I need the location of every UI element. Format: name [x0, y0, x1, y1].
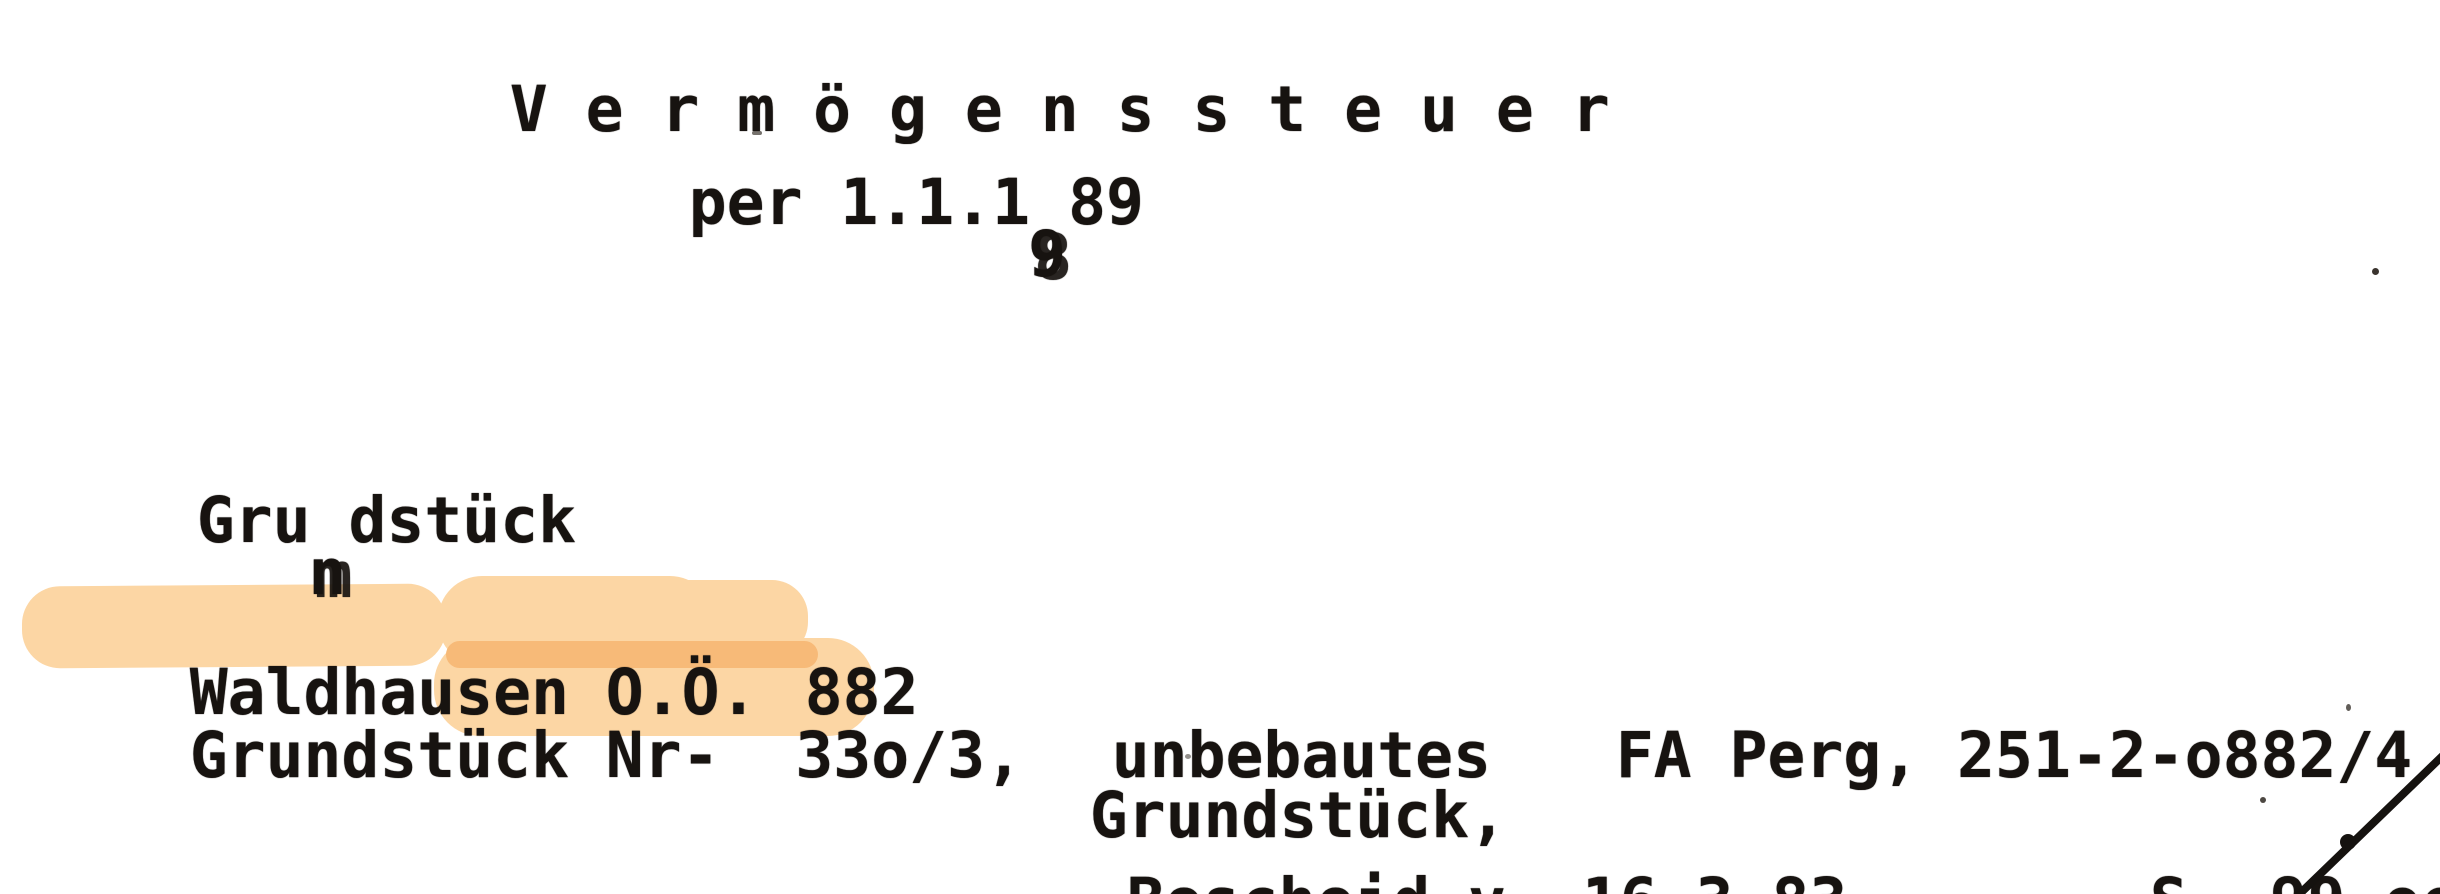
title-text: V e r m ö g e n s s t e u e r [509, 73, 1610, 146]
property-type-line1: unbebautes [960, 661, 1491, 850]
heading-suffix: dstück [348, 484, 577, 557]
date-prefix: per 1.1.1 [688, 166, 1031, 239]
tax-office-ref: FA Perg, 251-2-o882/4 [1464, 661, 2413, 850]
assessment-label-text: Bescheid v. 16.3.83 [1127, 865, 1848, 894]
ink-speck [2372, 268, 2379, 275]
date-line: per 1.1.1 8 9 89 [537, 108, 1144, 297]
heading-over-letter: n [308, 536, 347, 609]
section-heading: Gru m n dstück [45, 426, 576, 615]
code-text: 882 [653, 598, 919, 787]
pen-slash-ink-blob [2340, 834, 2356, 850]
date-suffix: 89 [1068, 166, 1144, 239]
currency-text: S [2150, 865, 2188, 894]
parcel-number: Nr- 33o/3, [454, 661, 1023, 850]
ink-speck [752, 131, 762, 135]
heading-prefix: Gru [196, 484, 311, 557]
parcel-label: Grundstück [38, 661, 569, 850]
currency-symbol: S [1998, 807, 2188, 894]
location-text: Waldhausen [38, 598, 569, 787]
ink-speck [2260, 797, 2266, 803]
document-title: V e r m ö g e n s s t e u e r [358, 15, 1610, 204]
amount-value: 99.ooo,- [2270, 865, 2440, 894]
property-type-line2: Grundstück, [938, 721, 1507, 894]
overstruck-under-digit: 8 [1034, 221, 1073, 294]
code-number: 882 [804, 656, 919, 729]
location-name: Waldhausen [189, 656, 570, 729]
parcel-label-text: Grundstück [189, 719, 570, 792]
overstruck-over-digit: 9 [1028, 218, 1067, 291]
parcel-number-text: Nr- 33o/3, [605, 719, 1023, 792]
heading-under-letter: m [314, 539, 353, 612]
region-text: O.Ö. [454, 598, 758, 787]
amount-text: 99.ooo,- [2118, 807, 2440, 894]
assessment-label: Bescheid v. 16.3.83 [975, 807, 1848, 894]
ink-speck [2346, 704, 2351, 711]
tax-office-text: FA Perg, 251-2-o882/4 [1615, 719, 2413, 792]
region-abbr: O.Ö. [605, 656, 758, 729]
property-type-word1: unbebautes [1111, 719, 1492, 792]
property-type-word2: Grundstück, [1089, 779, 1507, 852]
highlight-overlap-band [446, 641, 818, 668]
ink-speck [1185, 754, 1191, 759]
